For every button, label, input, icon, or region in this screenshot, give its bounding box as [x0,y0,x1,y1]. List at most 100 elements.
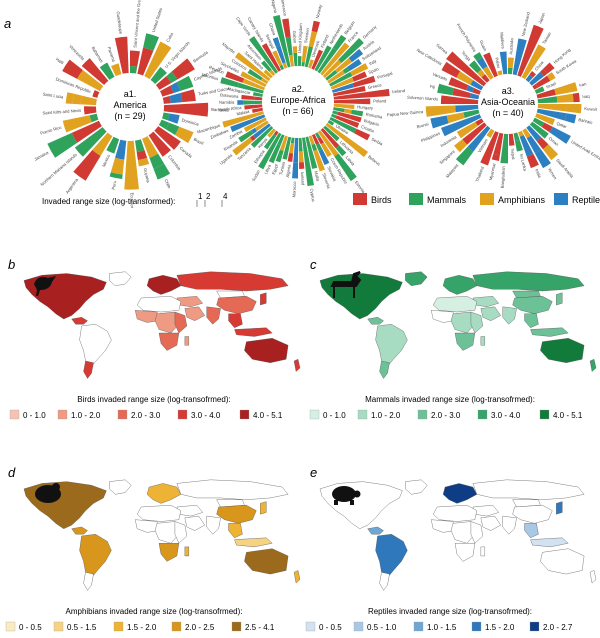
scale-tick-label: 1 [198,192,203,201]
map-legend-swatch [471,621,482,632]
bar-segment-reptiles [230,114,266,132]
country-label: Jamaica [33,150,50,162]
country-label: New Zealand [520,11,530,37]
country-label: Italy [368,58,378,66]
chart-n: (n = 40) [492,108,523,118]
country-label: Japan [537,11,546,24]
bar-segment-mammals [47,132,78,158]
bar-segment-birds [541,122,553,133]
bar-segment-amphibians [482,66,494,80]
bar-segment-mammals [304,46,314,68]
bar-segment-amphibians [292,46,298,53]
region-madagascar [480,546,486,557]
bar-segment-birds [572,92,580,103]
bar-segment-amphibians [232,137,253,156]
bar-segment-birds [299,162,305,169]
bar-segment-mammals [268,143,281,164]
map-legend-swatch [539,409,550,420]
region-nz [589,358,597,372]
region-west-africa [134,519,160,533]
map-legend-swatch [417,409,428,420]
map-legend-swatch [309,409,320,420]
region-arabia [184,515,205,531]
country-label: Senegal [265,33,276,49]
bar-segment-mammals [220,77,240,88]
bar-segment-amphibians [124,140,139,190]
bar-segment-amphibians [508,57,514,68]
legend-swatch-birds [353,193,367,205]
map-legend-label: 2.0 - 2.7 [543,623,573,632]
map-legend-swatch [5,621,16,632]
bar-segment-amphibians [522,128,531,139]
taxon-legend: Birds Mammals Amphibians Reptiles [353,193,600,205]
region-chile-arg [379,572,390,591]
bar-segment-amphibians [521,44,546,80]
bar-segment-mammals [315,143,323,152]
country-label: French Polynesia [456,23,478,54]
country-label: Finland [320,33,330,48]
bar-segment-mammals [351,109,364,117]
region-europe [146,483,182,504]
bar-segment-amphibians [497,70,503,76]
country-label: Ireland [392,88,406,94]
bar-segment-mammals [143,33,160,51]
country-label: Singapore [438,148,456,165]
country-label: Mexico [101,153,111,168]
bar-segment-birds [348,98,371,105]
region-north-america [23,481,107,529]
bar-segment-amphibians [234,52,271,82]
region-se-asia [524,523,539,539]
bar-segment-mammals [158,119,170,130]
bar-segment-amphibians [263,69,273,79]
bar-segment-amphibians [301,45,308,63]
country-label: Thailand [474,165,485,182]
bar-segment-amphibians [446,112,465,124]
country-label: Belarus [367,154,381,167]
map-legend-swatch [477,409,488,420]
region-japan [260,501,267,515]
region-south-africa [454,543,476,562]
country-label: Ecuador [130,193,135,209]
bar-segment-birds [92,90,100,98]
bar-segment-birds [526,153,539,169]
bar-segment-mammals [311,143,318,152]
bar-segment-mammals [277,134,285,146]
region-greenland [109,479,132,495]
country-label: Haiti [55,57,65,66]
bar-segment-mammals [237,82,264,94]
bar-segment-birds [483,52,498,78]
region-chile-arg [379,360,390,379]
bar-segment-mammals [176,75,194,91]
country-label: Guam [479,39,488,52]
bar-segment-birds [282,18,291,38]
bar-segment-mammals [329,116,357,134]
country-label: Yemen [547,167,558,181]
country-label: United Arab Emirates [570,139,600,164]
bar-segment-reptiles [170,82,181,94]
bar-segment-mammals [89,113,99,123]
bar-segment-amphibians [477,69,486,78]
bar-segment-amphibians [554,82,578,96]
bar-segment-amphibians [65,92,75,104]
legend-swatch-reptiles [554,193,568,205]
bar-segment-amphibians [313,149,326,172]
region-nz [293,358,301,372]
region-madagascar [184,546,190,557]
map-legend-label: 0 - 1.0 [23,411,46,420]
country-label: Nigeria [270,0,278,14]
bar-segment-mammals [500,133,508,164]
bar-segment-birds [333,99,349,104]
bar-segment-mammals [301,61,305,67]
chart-center [263,67,333,137]
region-west-africa [430,519,456,533]
country-label: Australia [508,37,514,54]
country-label: Dominica [181,117,200,126]
region-russia [472,271,585,292]
bar-segment-mammals [437,83,455,96]
bar-segment-amphibians [333,103,355,110]
region-china [216,296,257,314]
bar-segment-mammals [332,34,347,51]
country-label: Maldives [499,32,506,49]
country-label: Argentina [65,177,80,195]
